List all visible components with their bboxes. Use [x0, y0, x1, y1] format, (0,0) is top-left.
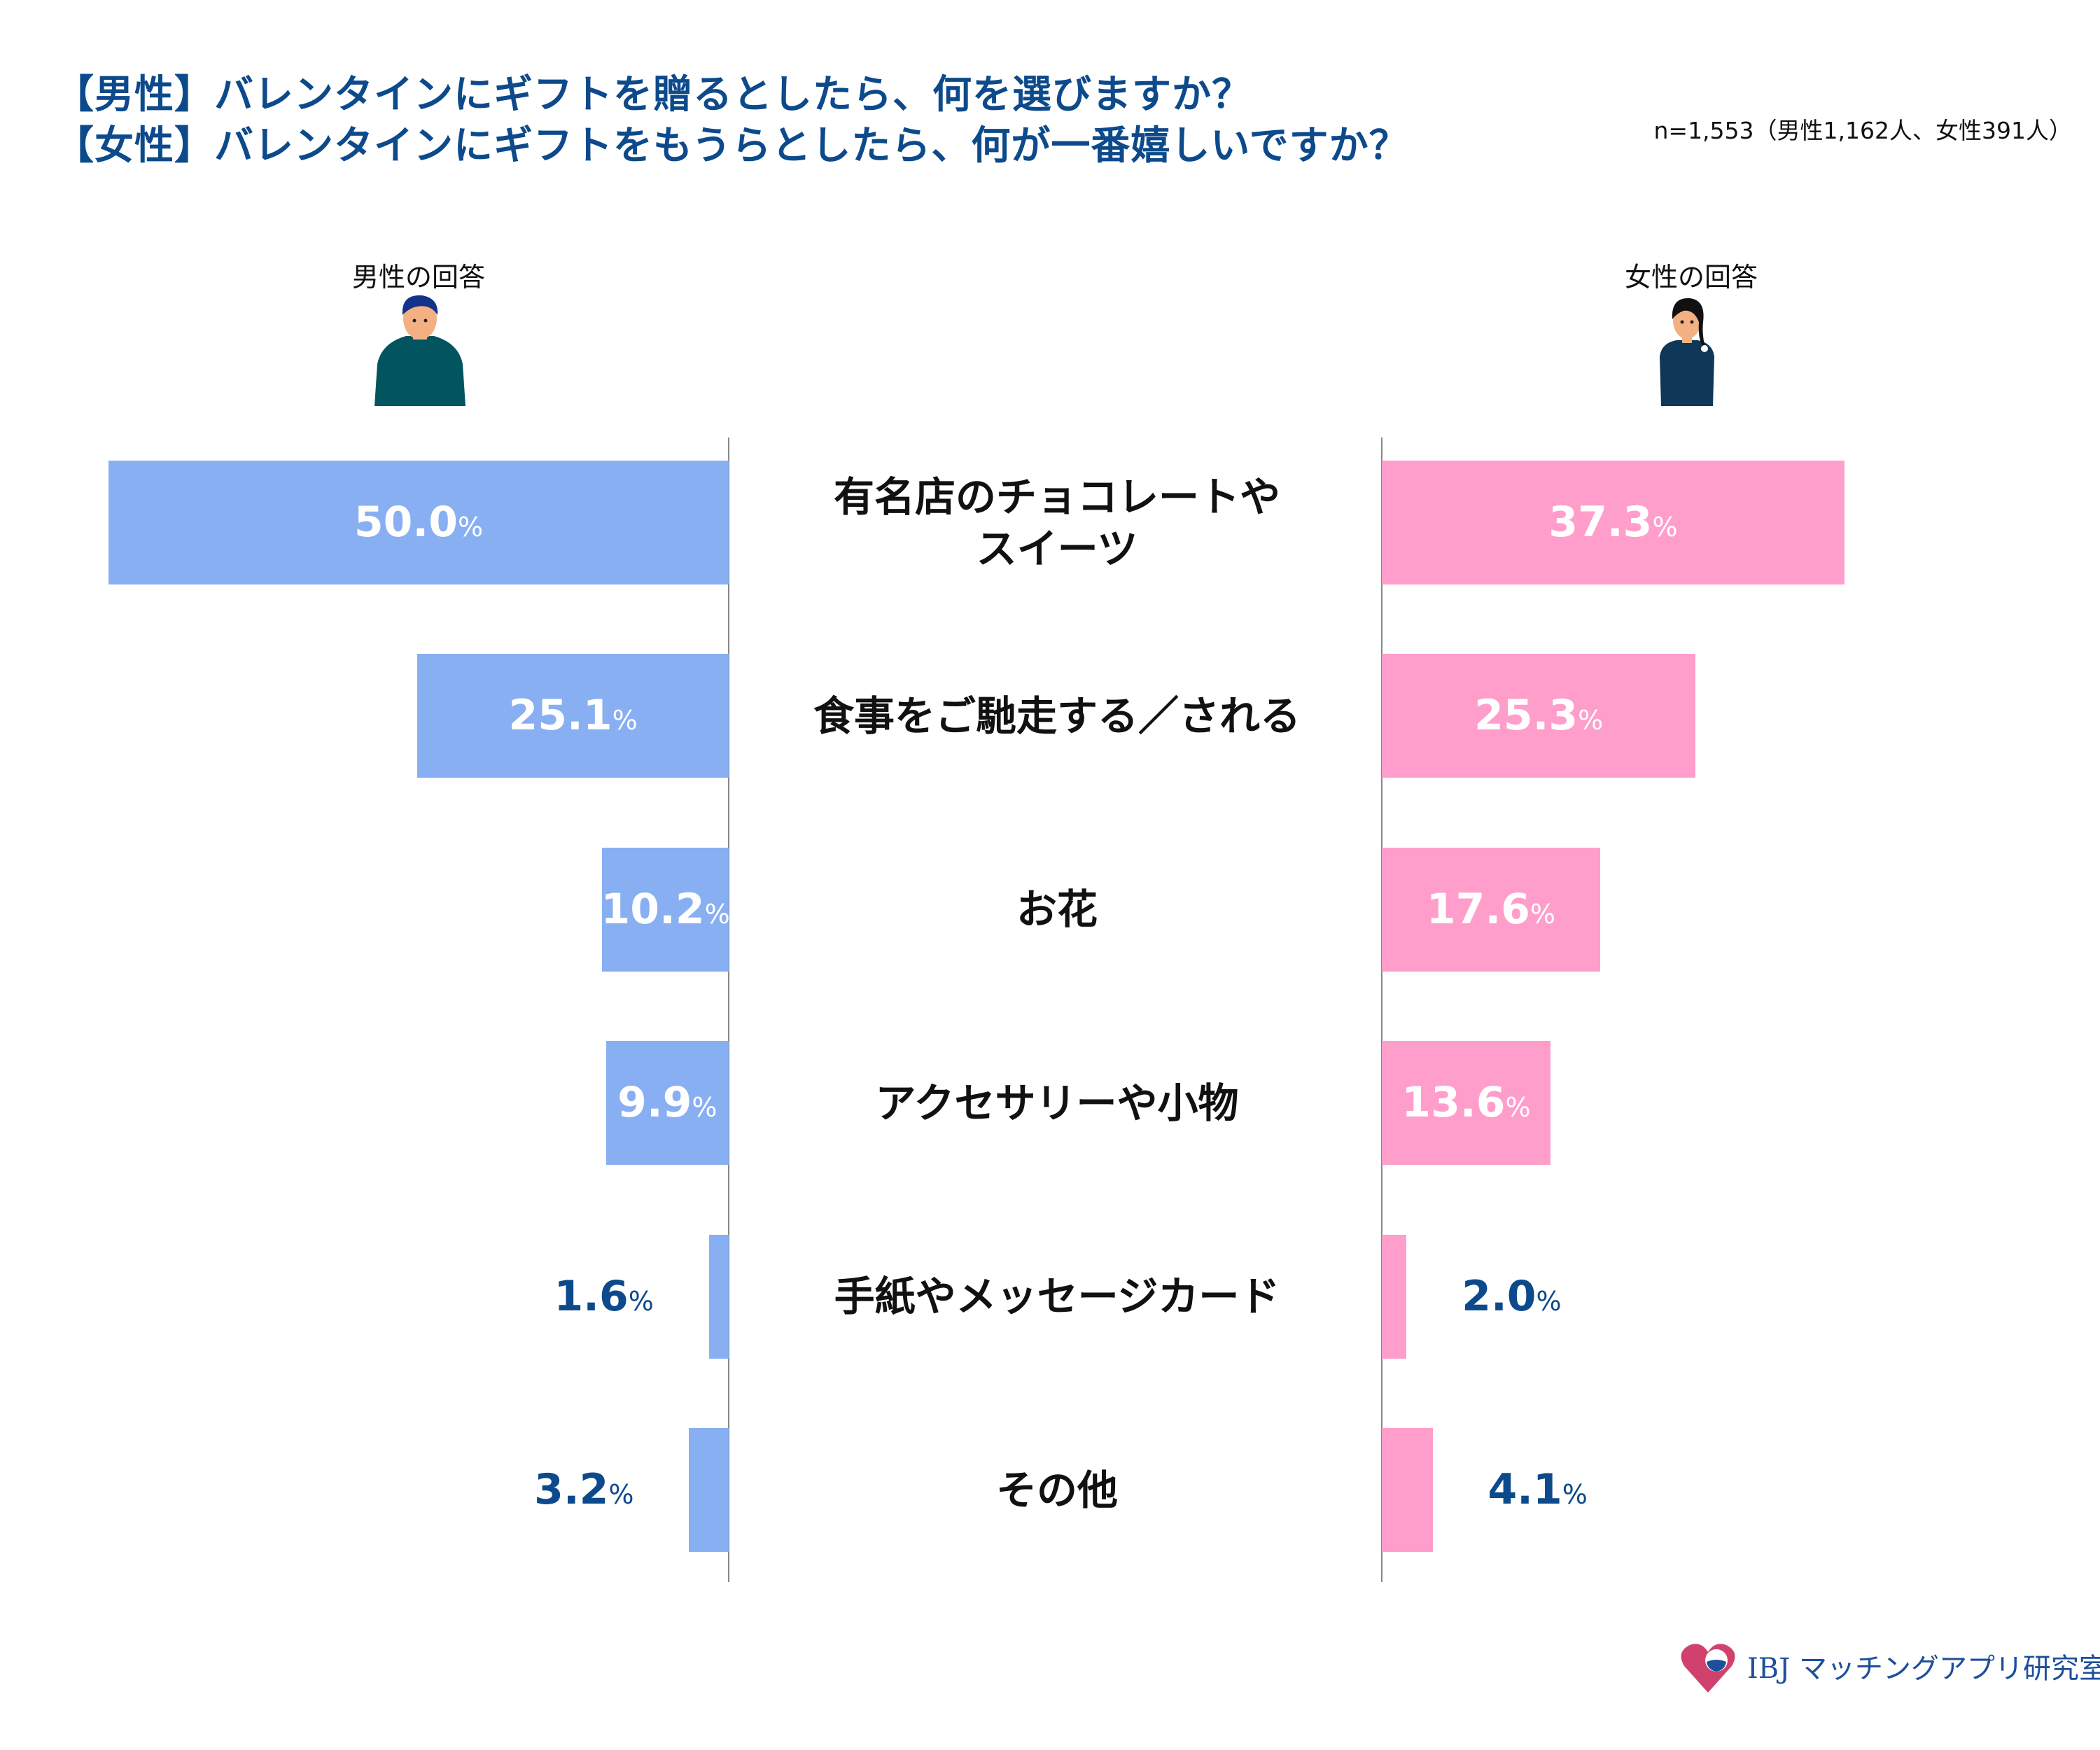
- female-value-label: 37.3%: [1548, 498, 1678, 547]
- male-axis-line: [728, 438, 729, 1582]
- female-bar: [1382, 1234, 1407, 1359]
- female-axis-line: [1381, 438, 1382, 1582]
- category-label: お花: [1016, 886, 1098, 934]
- logo-text: IBJ マッチングアプリ研究室: [1747, 1653, 2100, 1685]
- female-figure-icon: [1660, 298, 1714, 406]
- male-bar: [108, 461, 729, 584]
- male-bar: [689, 1428, 729, 1552]
- female-bar: [1382, 1041, 1550, 1166]
- ibj-logo: IBJ マッチングアプリ研究室: [1680, 1638, 2100, 1694]
- female-bar: [1382, 654, 1696, 778]
- female-bar: [1382, 461, 1844, 584]
- category-label: アクセサリーや小物: [875, 1079, 1239, 1127]
- female-bar: [1382, 1428, 1433, 1552]
- female-value-label: 4.1%: [1488, 1465, 1588, 1514]
- male-group-label: 男性の回答: [351, 262, 485, 293]
- title-line-female: 【女性】バレンタインにギフトをもうらとしたら、何が一番嬉しいですか？: [55, 123, 1409, 169]
- male-value-label: 25.1%: [508, 691, 638, 741]
- male-bar: [417, 654, 729, 778]
- male-value-label: 3.2%: [534, 1465, 634, 1514]
- category-label: 手紙やメッセージカード: [834, 1273, 1280, 1321]
- male-value-label: 10.2%: [601, 884, 730, 934]
- male-value-label: 9.9%: [617, 1078, 718, 1128]
- female-bar: [1382, 847, 1600, 972]
- female-value-label: 17.6%: [1426, 884, 1555, 934]
- male-bar: [602, 847, 729, 972]
- female-value-label: 25.3%: [1474, 691, 1604, 741]
- category-label: 有名店のチョコレートや スイーツ: [833, 472, 1280, 573]
- category-label: その他: [995, 1466, 1118, 1514]
- female-value-label: 13.6%: [1401, 1078, 1531, 1128]
- male-bar: [606, 1041, 729, 1166]
- male-value-label: 50.0%: [354, 498, 484, 547]
- sample-size-note: n=1,553（男性1,162人、女性391人）: [1653, 117, 2073, 144]
- title-line-male: 【男性】バレンタインにギフトを贈るとしたら、何を選びますか？: [55, 72, 1252, 118]
- category-label: 食事をご馳走する／される: [813, 692, 1301, 740]
- male-value-label: 1.6%: [554, 1271, 654, 1321]
- female-group-label: 女性の回答: [1624, 262, 1758, 293]
- male-bar: [708, 1234, 729, 1359]
- heart-flask-logo-icon: [1681, 1644, 1735, 1693]
- male-figure-icon: [374, 295, 465, 406]
- female-value-label: 2.0%: [1462, 1271, 1562, 1321]
